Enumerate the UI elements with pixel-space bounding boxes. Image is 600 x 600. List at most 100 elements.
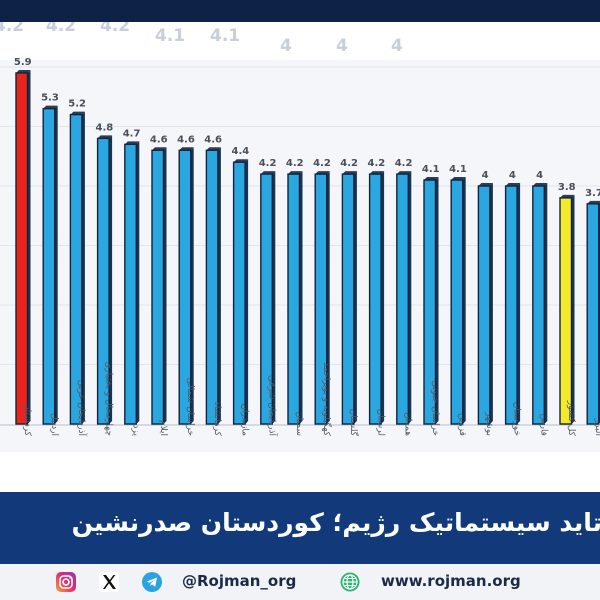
category-label: کهگیلویه و بویراحمد (321, 362, 333, 436)
bar-side (517, 183, 521, 424)
bar-value-label: 4.2 (367, 158, 385, 169)
category-label: کل کشور (566, 400, 576, 437)
bar (368, 171, 385, 425)
bar-front (260, 173, 273, 425)
bar-side (136, 141, 140, 424)
bar-front (396, 173, 409, 425)
bar (260, 171, 276, 425)
bar-value-label: 4.2 (286, 158, 304, 169)
category-label: یزد (131, 425, 141, 437)
bar-value-label: 4.2 (259, 158, 277, 169)
bar (341, 171, 357, 425)
bar-top (560, 194, 575, 198)
bar-front (477, 185, 491, 425)
instagram-icon[interactable] (56, 572, 76, 592)
bar-side (190, 147, 194, 425)
category-label: البرز (593, 418, 600, 436)
category-label: کردستان (22, 403, 32, 437)
category-label: مازندران (239, 403, 249, 436)
bar-front (314, 173, 328, 425)
category-label: اردبیل (49, 413, 59, 436)
bar-front (504, 185, 518, 425)
bar-value-label: 4.2 (340, 158, 358, 169)
bar-value-label: 4 (509, 170, 516, 181)
bar-top (152, 147, 167, 151)
bar-side (489, 183, 493, 424)
category-label: ایلام (158, 420, 168, 436)
bar-side (381, 171, 385, 424)
bar-value-label: 5.2 (68, 99, 86, 110)
bar (42, 105, 58, 425)
bar-top (451, 177, 466, 181)
bar-value-label: 4.1 (449, 164, 467, 175)
category-label: همدان (403, 412, 413, 436)
bar-top (70, 111, 85, 115)
bar (15, 69, 31, 425)
bar-value-label: 4.4 (231, 146, 249, 157)
bar-front (450, 179, 464, 425)
bar-front (69, 113, 83, 425)
bar-top (342, 171, 357, 175)
bar-front (15, 72, 29, 425)
bar-top (260, 171, 276, 175)
category-label: بوشهر (484, 411, 494, 436)
bar-side (299, 171, 303, 424)
bar-side (462, 177, 466, 424)
bar (314, 171, 330, 425)
bar-value-label: 4.6 (150, 134, 168, 145)
category-label: خراسان شمالی (185, 377, 195, 436)
bar-side (245, 159, 249, 424)
category-label: فارس (539, 414, 549, 436)
bar (69, 111, 85, 425)
bar-top (396, 171, 412, 175)
bar (450, 177, 466, 425)
headline-text: تاید سیستماتیک رژیم؛ کوردستان صدرنشین (71, 508, 600, 537)
category-label: قزوین (457, 413, 467, 436)
footer: @Rojman_org www.rojman.org (0, 564, 600, 600)
top-band (0, 0, 600, 22)
bar-front (151, 149, 165, 425)
telegram-icon[interactable] (142, 572, 162, 592)
bar-value-label: 5.3 (41, 93, 59, 104)
globe-icon[interactable] (340, 572, 360, 592)
website-link[interactable]: www.rojman.org (381, 572, 521, 590)
bar-side (217, 147, 221, 425)
bar-front (232, 161, 246, 425)
bar-front (42, 107, 56, 425)
bar-value-label: 4.2 (395, 158, 413, 169)
bar-top (97, 135, 113, 139)
bar-side (81, 111, 85, 424)
bar (205, 147, 221, 425)
x-icon[interactable] (99, 572, 119, 592)
bar (586, 200, 600, 425)
bar-chart: 5.9 کردستان 5.3 اردبیل 5.2 آذربایجان غربی 4.8 چ… (0, 22, 600, 492)
category-label: گلستان (348, 409, 360, 437)
bar (504, 183, 521, 425)
bar-side (272, 171, 276, 424)
bar-value-label: 5.9 (14, 57, 32, 68)
bar-top (206, 147, 221, 151)
bar-front (586, 203, 600, 425)
bar-front (178, 149, 192, 425)
bar-front (423, 179, 437, 425)
bar-top (505, 183, 521, 186)
category-label: خراسان جنوبی (430, 380, 440, 436)
bar-side (408, 171, 412, 424)
bar-value-label: 4.6 (204, 134, 222, 145)
bar-top (179, 147, 194, 151)
chart-svg: 5.9 کردستان 5.3 اردبیل 5.2 آذربایجان غربی 4.8 چ… (0, 57, 600, 452)
bar-front (341, 173, 355, 425)
bar-side (571, 194, 575, 424)
bar-front (559, 197, 573, 425)
bar (178, 147, 194, 425)
bar (96, 135, 113, 425)
bar-value-label: 3.8 (558, 182, 576, 193)
bar-top (532, 183, 548, 186)
category-label: کرمانشاه (212, 401, 222, 437)
category-label: آذربایجان شرقی (267, 375, 279, 436)
bar-top (124, 141, 140, 145)
bar-value-label: 4.1 (422, 164, 440, 175)
social-handle[interactable]: @Rojman_org (182, 572, 297, 590)
category-label: خوزستان (511, 402, 521, 436)
bar-top (43, 105, 58, 109)
